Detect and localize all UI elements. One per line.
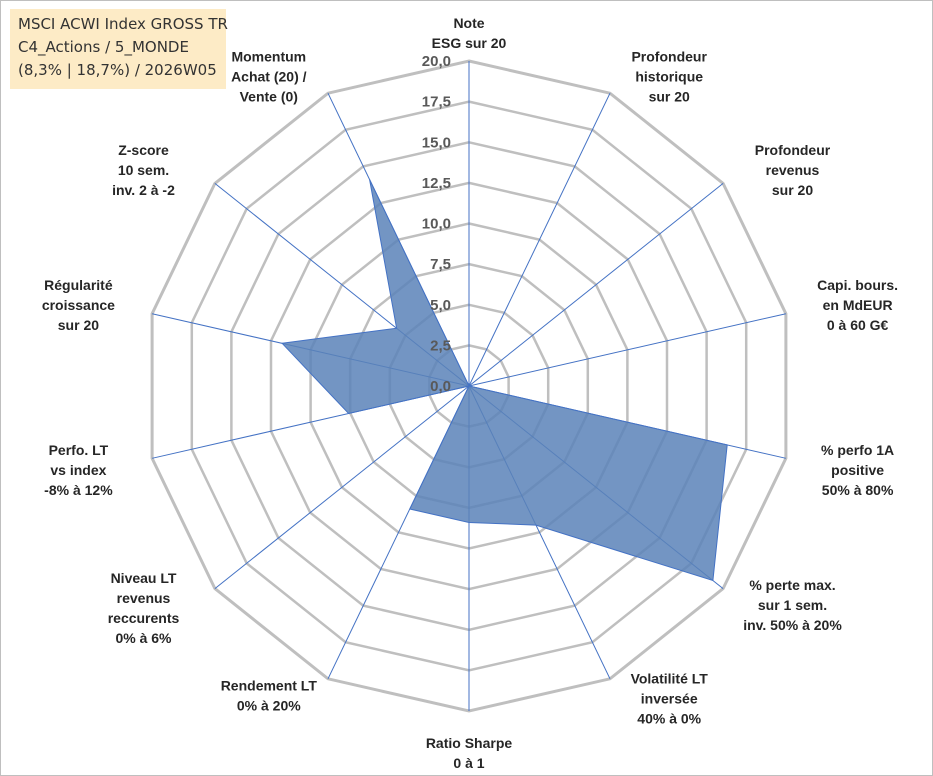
axis-label-line: Profondeur xyxy=(631,48,707,64)
axis-spoke xyxy=(468,313,787,387)
axis-label-line: Z-score xyxy=(118,142,169,158)
tick-label: 10,0 xyxy=(422,216,451,233)
axis-label-line: Vente (0) xyxy=(240,88,298,104)
axis-label-line: 0% à 6% xyxy=(115,630,172,646)
axis-label-line: % perfo 1A xyxy=(821,442,894,458)
axis-label-line: 10 sem. xyxy=(118,162,169,178)
axis-label-line: Ratio Sharpe xyxy=(426,735,513,751)
tick-label: 20,0 xyxy=(422,53,451,70)
axis-label-line: Rendement LT xyxy=(221,678,318,694)
axis-label-line: Note xyxy=(453,15,484,31)
axis-label-line: historique xyxy=(635,68,703,84)
axis-label-line: 0% à 20% xyxy=(237,698,301,714)
axis-label: Note ESG sur 20 xyxy=(432,15,507,51)
axis-label-line: positive xyxy=(831,462,884,478)
axis-label-line: inv. 2 à -2 xyxy=(112,182,175,198)
axis-label-line: Perfo. LT xyxy=(49,442,109,458)
axis-label: Profondeur revenus sur 20 xyxy=(755,142,831,198)
axis-label-line: Capi. bours. xyxy=(817,277,898,293)
axis-label-line: Achat (20) / xyxy=(231,68,307,84)
tick-label: 17,5 xyxy=(422,94,451,111)
axis-label-line: inv. 50% à 20% xyxy=(743,617,842,633)
axis-spoke xyxy=(468,183,724,387)
axis-label-line: 0 à 60 G€ xyxy=(827,317,889,333)
axis-label-line: revenus xyxy=(766,162,820,178)
axis-label-line: sur 20 xyxy=(58,317,99,333)
axis-label-line: % perte max. xyxy=(749,577,835,593)
axis-label-line: inversée xyxy=(641,691,698,707)
axis-label-line: croissance xyxy=(42,297,115,313)
axis-label: Niveau LT revenus reccurents 0% à 6% xyxy=(108,570,180,646)
axis-label-line: Momentum xyxy=(231,48,306,64)
tick-label: 2,5 xyxy=(430,337,451,354)
axis-label: % perfo 1A positive 50% à 80% xyxy=(821,442,894,498)
axis-label: Profondeur historique sur 20 xyxy=(631,48,707,104)
axis-label: Rendement LT 0% à 20% xyxy=(221,678,318,714)
radar-tick-labels: 0,0 2,5 5,0 7,5 10,0 12,5 15,0 17,5 20,0 xyxy=(422,53,451,395)
tick-label: 7,5 xyxy=(430,256,451,273)
axis-spoke xyxy=(214,385,470,589)
axis-label-line: 0 à 1 xyxy=(453,755,484,771)
index-name: MSCI ACWI Index GROSS TR xyxy=(18,15,228,33)
axis-label-line: Régularité xyxy=(44,277,113,293)
axis-label-line: vs index xyxy=(50,462,106,478)
axis-label: Régularité croissance sur 20 xyxy=(42,277,115,333)
axis-spoke xyxy=(468,92,611,387)
axis-label-line: 50% à 80% xyxy=(822,482,894,498)
tick-label: 5,0 xyxy=(430,297,451,314)
axis-label: Ratio Sharpe 0 à 1 xyxy=(426,735,513,771)
axis-label-line: Profondeur xyxy=(755,142,831,158)
axis-label: Capi. bours. en MdEUR 0 à 60 G€ xyxy=(817,277,898,333)
tick-label: 12,5 xyxy=(422,175,451,192)
tick-label: 0,0 xyxy=(430,378,451,395)
radar-axis-labels: Note ESG sur 20 Profondeur historique sur 20… xyxy=(42,15,898,771)
axis-label-line: revenus xyxy=(117,590,171,606)
axis-label-line: sur 20 xyxy=(772,182,813,198)
axis-label-line: sur 20 xyxy=(649,88,690,104)
axis-label-line: sur 1 sem. xyxy=(758,597,827,613)
axis-label-line: Volatilité LT xyxy=(631,671,709,687)
axis-label-line: reccurents xyxy=(108,610,180,626)
radar-series xyxy=(281,179,728,582)
tick-label: 15,0 xyxy=(422,134,451,151)
index-category: C4_Actions / 5_MONDE xyxy=(18,38,189,56)
index-stats: (8,3% | 18,7%) / 2026W05 xyxy=(18,61,217,79)
axis-label-line: ESG sur 20 xyxy=(432,35,507,51)
index-info-box: MSCI ACWI Index GROSS TR C4_Actions / 5_… xyxy=(10,9,228,89)
axis-label-line: -8% à 12% xyxy=(44,482,113,498)
axis-label: % perte max. sur 1 sem. inv. 50% à 20% xyxy=(743,577,842,633)
axis-label: Volatilité LT inversée 40% à 0% xyxy=(631,671,709,727)
axis-label-line: Niveau LT xyxy=(111,570,177,586)
axis-label: Perfo. LT vs index -8% à 12% xyxy=(44,442,113,498)
axis-label: Momentum Achat (20) / Vente (0) xyxy=(231,48,307,104)
axis-label-line: 40% à 0% xyxy=(637,711,701,727)
series-area xyxy=(281,179,728,582)
axis-label-line: en MdEUR xyxy=(823,297,893,313)
axis-label: Z-score 10 sem. inv. 2 à -2 xyxy=(112,142,175,198)
